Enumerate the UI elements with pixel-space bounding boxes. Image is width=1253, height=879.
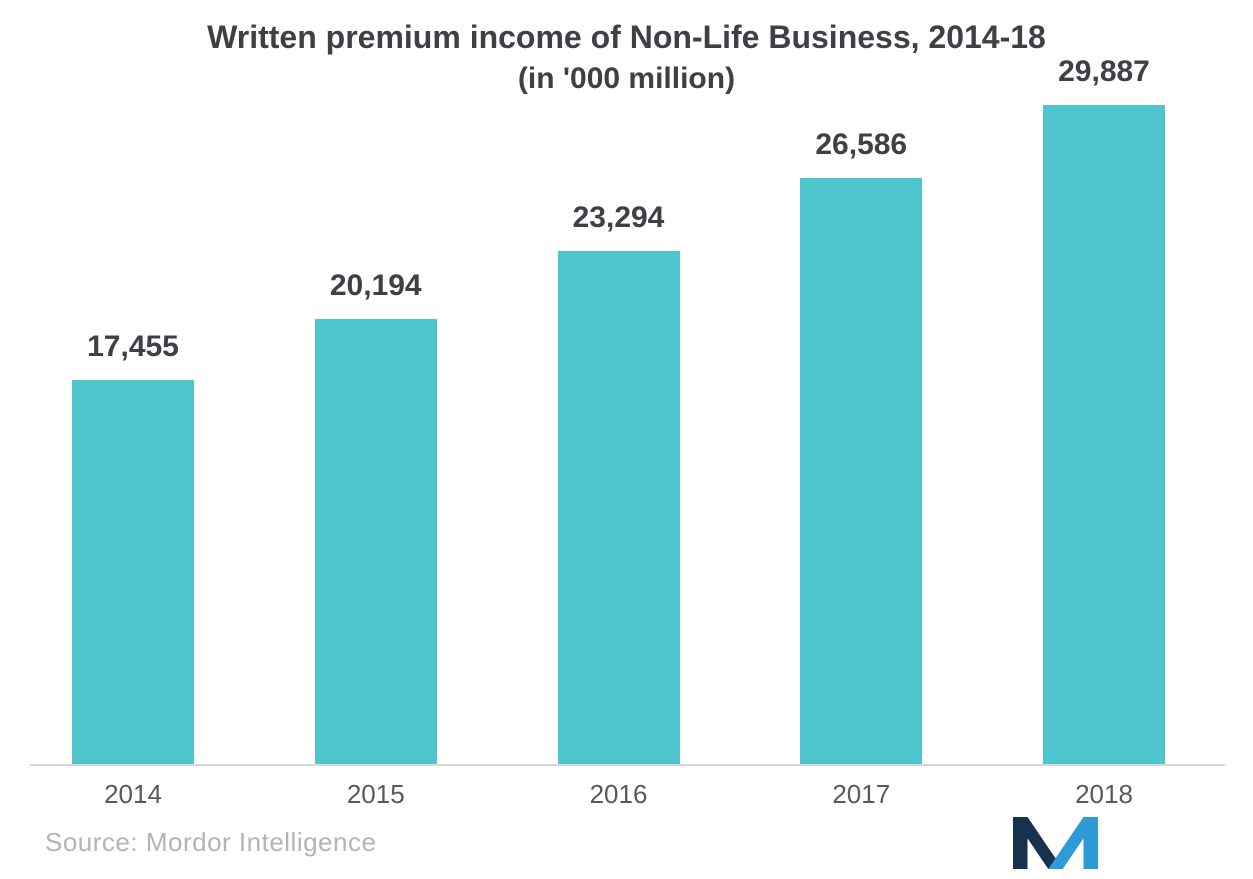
bar-2014 [72, 380, 194, 765]
source-text: Source: Mordor Intelligence [45, 827, 377, 857]
bar-2017 [800, 178, 923, 765]
x-tick-2016: 2016 [589, 779, 648, 809]
bar-2018 [1043, 105, 1165, 765]
logo-light-shape [1048, 817, 1098, 869]
bar-2016 [557, 251, 680, 765]
chart-subtitle: (in '000 million) [517, 62, 736, 96]
bar-2015 [314, 319, 437, 765]
bar-group-2015: 20,194 [314, 269, 437, 765]
mordor-intelligence-logo [1013, 817, 1098, 869]
bar-value-label-2018: 29,887 [1058, 55, 1150, 88]
bar-group-2017: 26,586 [800, 128, 923, 765]
chart-header: Written premium income of Non-Life Busin… [0, 16, 1253, 100]
bar-group-2014: 17,455 [72, 330, 194, 765]
chart-title: Written premium income of Non-Life Busin… [207, 19, 1046, 55]
bar-group-2018: 29,887 [1043, 55, 1165, 765]
x-tick-2018: 2018 [1075, 779, 1133, 809]
x-tick-2015: 2015 [346, 779, 405, 809]
x-tick-2017: 2017 [832, 779, 891, 809]
bar-value-label-2016: 23,294 [572, 201, 665, 234]
bar-value-label-2015: 20,194 [329, 269, 422, 302]
plot-area: 17,455 20,194 23,294 26,586 29,887 [72, 55, 1165, 765]
bar-value-label-2017: 26,586 [815, 128, 908, 161]
x-axis-labels: 2014 2015 2016 2017 2018 [72, 779, 1165, 810]
x-axis-line [30, 764, 1225, 766]
logo-dark-shape [1013, 817, 1063, 869]
x-tick-2014: 2014 [104, 779, 162, 809]
bar-value-label-2014: 17,455 [87, 330, 179, 363]
bar-group-2016: 23,294 [557, 201, 680, 765]
